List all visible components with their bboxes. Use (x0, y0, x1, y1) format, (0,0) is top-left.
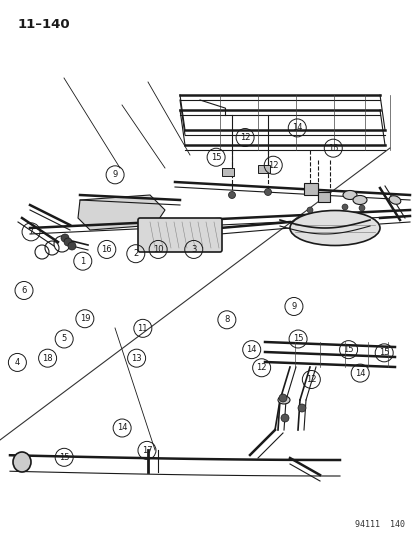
Circle shape (358, 205, 364, 211)
Circle shape (278, 394, 286, 402)
Text: 15: 15 (342, 345, 353, 354)
Ellipse shape (277, 396, 289, 404)
Bar (303, 183, 317, 195)
Text: 9: 9 (112, 171, 117, 179)
Text: 5: 5 (62, 335, 66, 343)
Circle shape (264, 189, 271, 196)
Text: 2: 2 (133, 249, 138, 258)
Text: 11–140: 11–140 (18, 18, 71, 31)
Text: 15: 15 (59, 453, 69, 462)
Text: 15: 15 (210, 153, 221, 161)
Text: 94111  140: 94111 140 (354, 520, 404, 529)
Text: 15: 15 (378, 349, 389, 357)
Circle shape (306, 207, 312, 213)
Bar (317, 192, 329, 202)
Circle shape (61, 234, 69, 242)
Circle shape (68, 242, 76, 250)
Ellipse shape (352, 196, 366, 205)
Ellipse shape (13, 452, 31, 472)
Text: 15: 15 (327, 144, 338, 152)
Text: 12: 12 (305, 375, 316, 384)
Text: 4: 4 (15, 358, 20, 367)
Text: 14: 14 (354, 369, 365, 377)
Text: 3: 3 (191, 245, 196, 254)
Circle shape (228, 191, 235, 198)
Text: 14: 14 (116, 424, 127, 432)
Text: 10: 10 (152, 245, 163, 254)
Text: 13: 13 (131, 354, 142, 362)
Text: 12: 12 (239, 133, 250, 142)
Bar (221, 168, 233, 176)
Text: 6: 6 (21, 286, 26, 295)
Text: 18: 18 (42, 354, 53, 362)
Circle shape (306, 184, 313, 191)
Text: 14: 14 (246, 345, 256, 354)
Text: 16: 16 (101, 245, 112, 254)
Text: 12: 12 (256, 364, 266, 372)
Text: 11: 11 (137, 324, 148, 333)
Text: 12: 12 (267, 161, 278, 169)
Bar (257, 165, 269, 173)
Text: 19: 19 (79, 314, 90, 323)
Text: 15: 15 (292, 335, 303, 343)
Polygon shape (78, 195, 165, 230)
Circle shape (280, 414, 288, 422)
Text: 1: 1 (80, 257, 85, 265)
FancyBboxPatch shape (138, 218, 221, 252)
Ellipse shape (342, 190, 356, 199)
Ellipse shape (388, 196, 400, 204)
Circle shape (297, 404, 305, 412)
Text: 14: 14 (291, 124, 302, 132)
Circle shape (341, 204, 347, 210)
Text: 7: 7 (28, 228, 33, 236)
Circle shape (64, 238, 72, 246)
Ellipse shape (289, 211, 379, 246)
Text: 17: 17 (141, 446, 152, 455)
Text: 8: 8 (224, 316, 229, 324)
Text: 9: 9 (291, 302, 296, 311)
